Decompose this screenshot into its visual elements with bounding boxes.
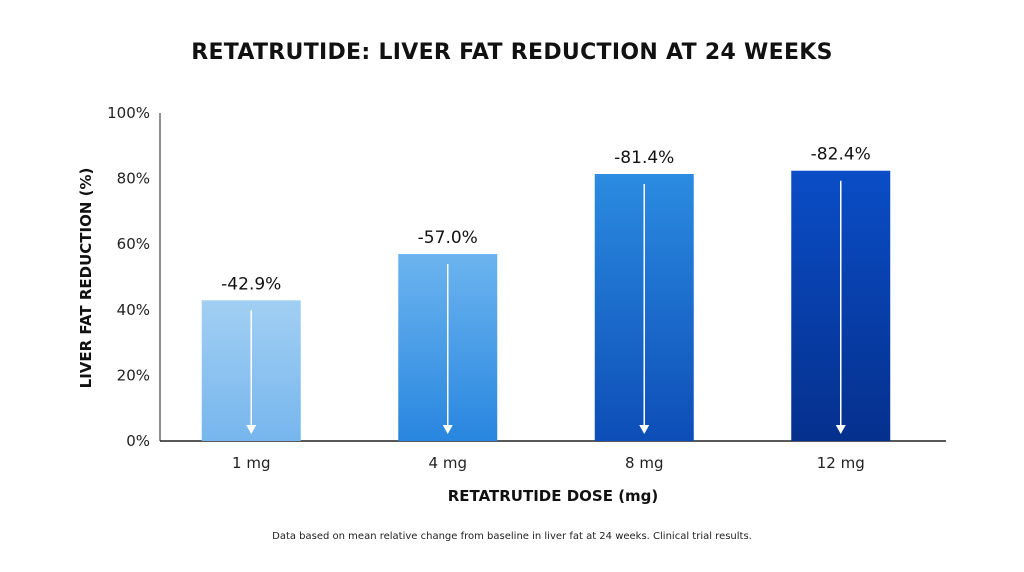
chart-title: RETATRUTIDE: LIVER FAT REDUCTION AT 24 W… — [191, 40, 833, 65]
x-tick-label: 12 mg — [817, 454, 865, 472]
data-label: -57.0% — [418, 228, 478, 248]
arrowhead-icon — [835, 425, 846, 434]
x-tick-label: 8 mg — [625, 454, 663, 472]
data-label: -81.4% — [614, 148, 674, 168]
data-label: -42.9% — [221, 274, 281, 294]
x-tick-label: 1 mg — [232, 454, 270, 472]
y-tick-label: 60% — [117, 235, 150, 253]
y-tick-label: 40% — [117, 301, 150, 319]
y-tick-label: 20% — [117, 366, 150, 384]
arrowhead-icon — [442, 425, 453, 434]
y-tick-label: 80% — [117, 170, 150, 188]
x-axis-label: RETATRUTIDE DOSE (mg) — [447, 487, 659, 505]
footnote: Data based on mean relative change from … — [272, 531, 752, 542]
arrowhead-icon — [639, 425, 650, 434]
y-tick-label: 0% — [126, 432, 150, 450]
x-tick-label: 4 mg — [429, 454, 467, 472]
arrowhead-icon — [246, 425, 257, 434]
y-tick-label: 100% — [107, 104, 150, 122]
data-label: -82.4% — [811, 145, 871, 165]
